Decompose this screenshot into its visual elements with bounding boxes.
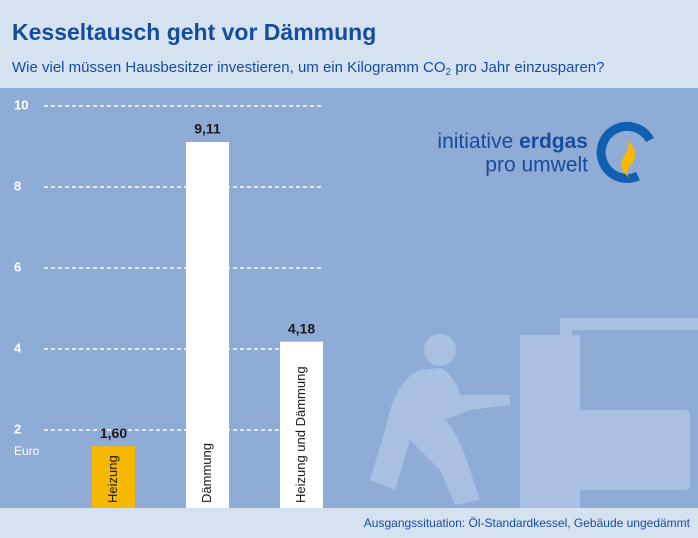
y-axis-label: Euro: [14, 444, 40, 458]
value-label: 4,18: [288, 320, 315, 336]
logo-text: pro umwelt: [485, 154, 588, 177]
footer: [0, 508, 698, 538]
y-tick-label: 4: [14, 340, 22, 355]
value-label: 1,60: [100, 425, 127, 441]
y-tick-label: 6: [14, 259, 21, 274]
illustration: [370, 318, 698, 510]
note: Ausgangssituation: Öl-Standardkessel, Ge…: [364, 516, 691, 530]
category-label: Heizung: [105, 455, 120, 503]
logo: initiative erdgas pro umwelt: [437, 121, 654, 183]
y-tick-label: 2: [14, 421, 21, 436]
value-label: 9,11: [194, 121, 221, 137]
category-label: Heizung und Dämmung: [293, 366, 308, 503]
bar: [280, 341, 323, 511]
category-label: Dämmung: [199, 443, 214, 503]
chart-subtitle: Wie viel müssen Hausbesitzer investieren…: [12, 59, 604, 78]
logo-text: initiative erdgas: [437, 130, 588, 153]
bar: [92, 446, 135, 511]
bar: [186, 142, 229, 512]
chart-title: Kesseltausch geht vor Dämmung: [12, 19, 376, 45]
y-tick-label: 10: [14, 97, 28, 112]
logo-ring: [596, 121, 654, 183]
y-tick-label: 8: [14, 178, 21, 193]
logo-flame: [621, 140, 636, 178]
